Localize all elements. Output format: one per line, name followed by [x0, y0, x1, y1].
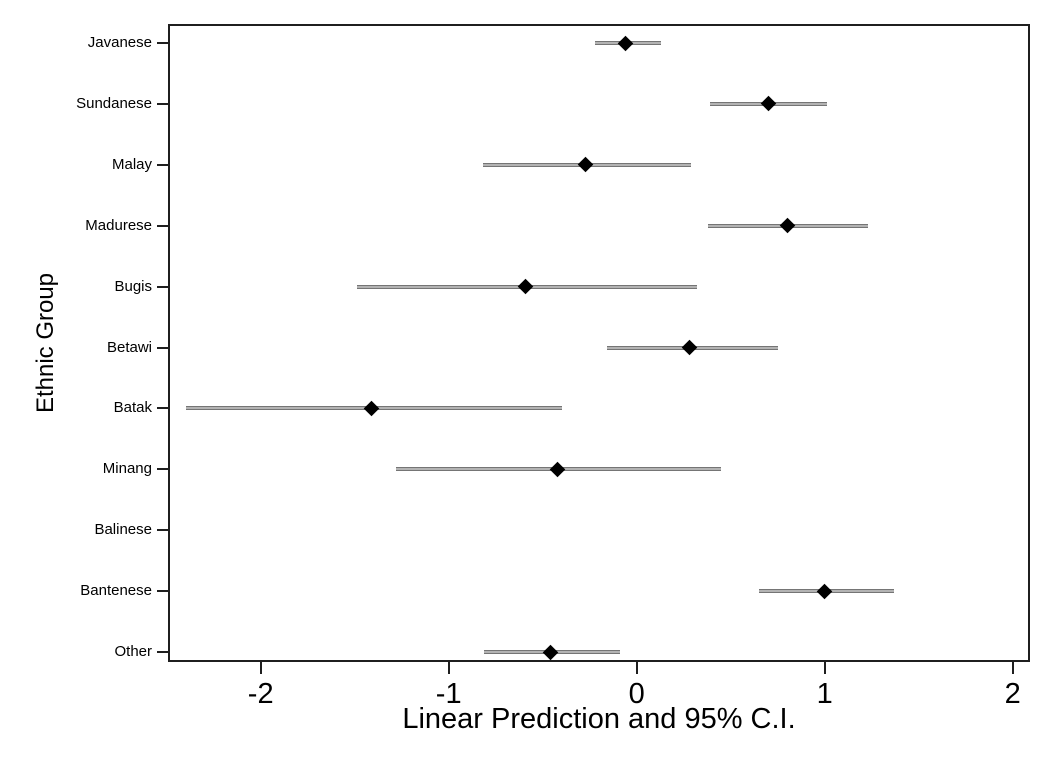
- y-category-label: Malay: [111, 155, 152, 173]
- x-axis-title: Linear Prediction and 95% C.I.: [402, 703, 796, 735]
- x-axis-tick: [635, 661, 638, 674]
- y-axis-tick: [157, 224, 168, 227]
- y-category-label: Balinese: [94, 521, 152, 539]
- y-axis-tick: [157, 468, 168, 471]
- y-axis-tick: [157, 651, 168, 653]
- x-axis-tick: [823, 661, 826, 674]
- x-tick-label: -1: [435, 678, 462, 710]
- x-tick-label: 2: [1004, 678, 1021, 710]
- y-category-label: Other: [114, 643, 152, 660]
- y-category-label: Madurese: [85, 216, 152, 234]
- y-axis-tick: [157, 407, 168, 410]
- y-axis-tick: [157, 102, 168, 105]
- y-axis-tick: [157, 590, 168, 593]
- x-axis-tick: [259, 661, 262, 674]
- y-category-label: Sundanese: [76, 94, 152, 112]
- y-category-label: Minang: [102, 460, 152, 478]
- y-category-label: Batak: [113, 399, 152, 417]
- x-tick-label: 1: [816, 678, 833, 710]
- y-category-label: Bugis: [114, 277, 152, 295]
- x-tick-label: 0: [628, 678, 645, 710]
- plot-area: [168, 24, 1030, 662]
- y-category-label: Javanese: [87, 34, 152, 51]
- y-category-label: Betawi: [106, 338, 152, 356]
- x-axis-tick: [447, 661, 450, 674]
- y-axis-tick: [157, 346, 168, 349]
- y-axis-tick: [157, 285, 168, 288]
- y-axis-tick: [157, 529, 168, 532]
- y-axis-tick: [157, 42, 168, 44]
- x-tick-label: -2: [247, 678, 274, 710]
- y-category-label: Bantenese: [80, 582, 152, 600]
- x-axis-tick: [1011, 661, 1014, 674]
- y-axis-tick: [157, 163, 168, 166]
